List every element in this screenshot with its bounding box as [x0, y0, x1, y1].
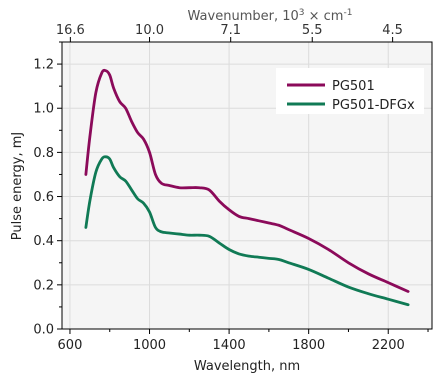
top-axis-title-sup: 3	[299, 8, 305, 18]
legend-label-pg501: PG501	[332, 79, 375, 94]
top-axis-title-mid: × cm	[305, 9, 344, 24]
x-tick-label: 1800	[292, 338, 325, 353]
top-axis-title-main: Wavenumber, 10	[188, 9, 299, 24]
top-tick-label: 4.5	[382, 23, 403, 38]
series-line-pg501-dfgx	[84, 155, 410, 307]
series-layer	[84, 68, 410, 307]
top-tick-label: 16.6	[56, 23, 85, 38]
y-axis-title: Pulse energy, mJ	[10, 132, 25, 240]
x-tick-label: 1400	[213, 338, 246, 353]
top-tick-label: 5.5	[302, 23, 323, 38]
legend: PG501 PG501-DFGx	[276, 68, 424, 114]
y-tick-label: 1.0	[33, 102, 54, 117]
top-tick-label: 10.0	[135, 23, 164, 38]
plot-frame	[61, 41, 433, 330]
legend-box	[276, 68, 424, 114]
x-tick-label: 600	[58, 338, 83, 353]
legend-label-pg501-dfgx: PG501-DFGx	[332, 98, 415, 113]
top-tick-label: 7.1	[220, 23, 241, 38]
x-axis-title: Wavelength, nm	[194, 359, 300, 374]
x-axis: 600 1000 1400 1800 2200	[58, 329, 429, 353]
y-tick-label: 1.2	[33, 58, 54, 73]
x-tick-label: 2200	[372, 338, 405, 353]
y-tick-label: 0.2	[33, 278, 54, 293]
x-tick-label: 1000	[133, 338, 166, 353]
y-tick-label: 0.6	[33, 190, 54, 205]
y-axis: 0.0 0.2 0.4 0.6 0.8 1.0 1.2	[33, 41, 62, 338]
series-line-pg501	[84, 68, 410, 293]
top-axis: 16.6 10.0 7.1 5.5 4.5	[56, 23, 403, 42]
top-axis-title-sup2: -1	[343, 8, 352, 18]
y-tick-label: 0.8	[33, 146, 54, 161]
y-tick-label: 0.4	[33, 234, 54, 249]
top-axis-title: Wavenumber, 103 × cm-1	[188, 8, 353, 24]
y-tick-label: 0.0	[33, 323, 54, 338]
